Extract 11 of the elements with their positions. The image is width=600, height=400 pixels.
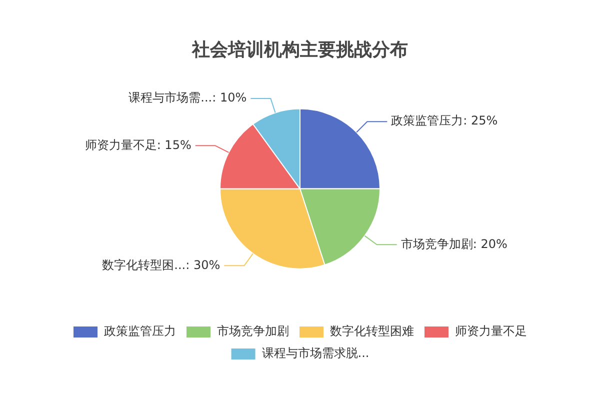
legend-label: 课程与市场需求脱...: [262, 346, 370, 360]
data-label: 市场竞争加剧: 20%: [400, 236, 508, 251]
legend-label: 政策监管压力: [104, 324, 176, 338]
data-label: 课程与市场需...: 10%: [128, 90, 247, 105]
legend-label: 数字化转型困难: [330, 324, 414, 338]
legend-label: 师资力量不足: [455, 324, 527, 338]
legend-label: 市场竞争加剧: [217, 324, 289, 338]
data-label: 师资力量不足: 15%: [84, 138, 192, 152]
data-label: 数字化转型困...: 30%: [102, 258, 220, 272]
chart-title: 社会培训机构主要挑战分布: [191, 39, 408, 60]
data-label: 政策监管压力: 25%: [391, 114, 498, 128]
